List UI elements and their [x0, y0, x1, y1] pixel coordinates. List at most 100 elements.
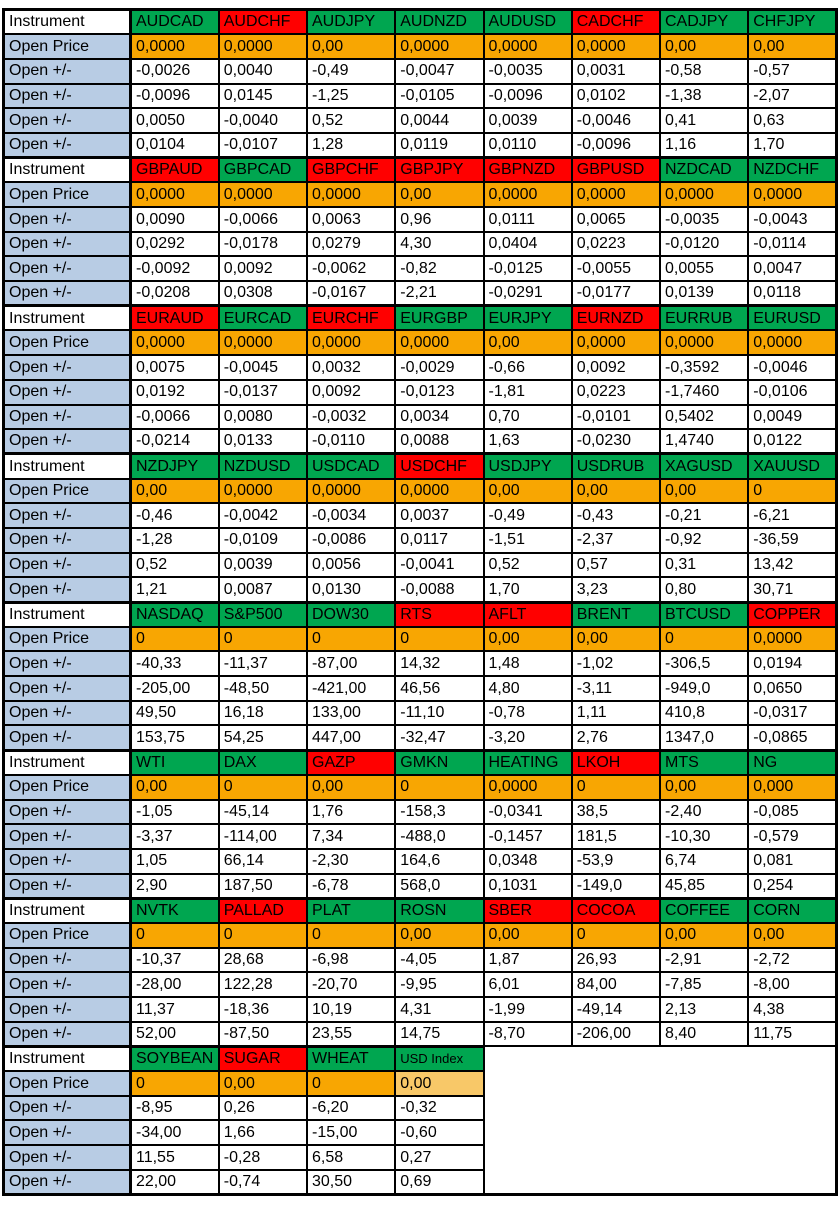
open-change-cell: -0,1457	[482, 823, 573, 850]
open-change-cell: 1,76	[305, 798, 397, 826]
open-price-cell: 0,00	[394, 921, 485, 949]
instrument-name-cell: MTS	[658, 748, 750, 776]
row-label-open-change: Open +/-	[2, 650, 132, 678]
open-change-cell: -0,0101	[570, 403, 662, 431]
open-change-cell: -421,00	[305, 675, 397, 702]
open-change-cell: 0,0292	[129, 230, 220, 258]
open-change-cell: -2,40	[658, 798, 750, 826]
open-change-cell: -0,0096	[570, 131, 662, 159]
open-change-row: Open +/- -0,0208 0,0308 -0,0167 -2,21 -0,0291…	[2, 280, 838, 307]
open-change-cell: 0,0056	[305, 551, 397, 579]
open-change-cell: -0,0865	[747, 724, 838, 752]
row-label-open-change: Open +/-	[2, 551, 132, 579]
instrument-name-cell: RTS	[394, 600, 485, 628]
open-change-cell: -0,0208	[129, 280, 220, 307]
open-change-cell: -53,9	[570, 847, 662, 875]
open-change-cell: 0,41	[658, 107, 750, 134]
open-change-cell: 66,14	[217, 847, 309, 875]
open-change-cell: -36,59	[747, 526, 838, 554]
open-change-cell: -40,33	[129, 650, 220, 678]
open-price-cell: 0	[305, 625, 397, 653]
open-price-cell: 0,0000	[570, 329, 662, 357]
open-change-cell: 0,31	[658, 551, 750, 579]
open-price-cell: 0,00	[658, 477, 750, 505]
open-change-cell: -11,10	[394, 699, 485, 727]
open-change-cell: 52,00	[129, 1020, 220, 1048]
open-change-cell: -2,21	[394, 280, 485, 307]
open-change-cell: -3,37	[129, 823, 220, 850]
open-change-cell: -1,25	[305, 82, 397, 110]
open-change-cell: 1,87	[482, 946, 573, 974]
open-price-cell: 0,0000	[747, 625, 838, 653]
open-change-cell: -87,00	[305, 650, 397, 678]
instrument-header-row: Instrument EURAUD EURCAD EURCHF EURGBP EURJPY…	[2, 304, 838, 332]
open-change-cell: -1,81	[482, 378, 573, 406]
open-change-cell: -48,50	[217, 675, 309, 702]
open-price-cell: 0,0000	[305, 477, 397, 505]
open-change-cell: 46,56	[394, 675, 485, 702]
open-change-cell: 6,74	[658, 847, 750, 875]
open-change-cell: 14,32	[394, 650, 485, 678]
open-change-cell: -49,14	[570, 996, 662, 1023]
row-label-open-change: Open +/-	[2, 1119, 132, 1147]
open-change-cell: -0,60	[394, 1119, 485, 1147]
open-price-cell: 0,0000	[482, 773, 573, 801]
instrument-name-cell: AUDCAD	[129, 8, 220, 36]
open-change-cell: -8,70	[482, 1020, 573, 1048]
instrument-name-cell: AUDJPY	[305, 8, 397, 36]
open-change-cell: 0,80	[658, 576, 750, 603]
open-change-cell: 410,8	[658, 699, 750, 727]
open-change-cell: 11,37	[129, 996, 220, 1023]
open-change-cell: 1,70	[747, 131, 838, 159]
open-price-cell: 0	[394, 625, 485, 653]
instrument-name-cell: EURJPY	[482, 304, 573, 332]
open-change-cell: -0,74	[217, 1168, 309, 1196]
open-price-row: Open Price 0,00 0,0000 0,0000 0,0000 0,00 0,00…	[2, 477, 838, 505]
open-price-cell: 0,00	[658, 773, 750, 801]
row-label-open-price: Open Price	[2, 181, 132, 208]
row-label-instrument: Instrument	[2, 304, 132, 332]
open-change-row: Open +/- -1,28 -0,0109 -0,0086 0,0117 -1,51 -2…	[2, 526, 838, 554]
open-change-cell: 0,0039	[217, 551, 309, 579]
open-change-cell: -28,00	[129, 971, 220, 998]
open-change-row: Open +/- -0,0066 0,0080 -0,0032 0,0034 0,70 -0…	[2, 403, 838, 431]
open-change-cell: 0,52	[129, 551, 220, 579]
open-price-cell: 0	[747, 477, 838, 505]
row-label-open-change: Open +/-	[2, 526, 132, 554]
open-change-cell: 0,0034	[394, 403, 485, 431]
open-price-cell: 0,00	[658, 33, 750, 60]
open-change-cell: 0,0092	[570, 354, 662, 381]
open-change-cell: 1,63	[482, 428, 573, 455]
open-change-cell: 1,28	[305, 131, 397, 159]
open-change-row: Open +/- -0,46 -0,0042 -0,0034 0,0037 -0,49 -0…	[2, 502, 838, 529]
open-change-cell: 0,0118	[747, 280, 838, 307]
open-price-cell: 0,0000	[217, 329, 309, 357]
row-label-instrument: Instrument	[2, 156, 132, 184]
row-label-open-change: Open +/-	[2, 82, 132, 110]
instrument-name-cell: USDJPY	[482, 452, 573, 480]
open-change-row: Open +/- 52,00 -87,50 23,55 14,75 -8,70 -206,0…	[2, 1020, 838, 1048]
open-price-cell: 0,0000	[482, 181, 573, 208]
open-change-cell: -0,0123	[394, 378, 485, 406]
instrument-header-row: Instrument AUDCAD AUDCHF AUDJPY AUDNZD AUDUSD…	[2, 8, 838, 36]
row-label-open-change: Open +/-	[2, 107, 132, 134]
row-label-open-price: Open Price	[2, 1070, 132, 1097]
open-change-cell: -1,51	[482, 526, 573, 554]
open-change-cell: 1,05	[129, 847, 220, 875]
open-change-cell: 4,80	[482, 675, 573, 702]
open-change-cell: -0,0047	[394, 57, 485, 85]
open-change-cell: 0,5402	[658, 403, 750, 431]
open-change-cell: 84,00	[570, 971, 662, 998]
open-change-cell: -0,0032	[305, 403, 397, 431]
open-change-cell: -2,30	[305, 847, 397, 875]
open-change-cell: 0,0088	[394, 428, 485, 455]
row-label-open-change: Open +/-	[2, 699, 132, 727]
open-change-cell: 0,0139	[658, 280, 750, 307]
open-change-cell: 0,0145	[217, 82, 309, 110]
open-change-cell: 0,27	[394, 1144, 485, 1171]
open-change-cell: 0,0102	[570, 82, 662, 110]
open-change-cell: -0,0035	[658, 206, 750, 233]
row-label-open-change: Open +/-	[2, 1094, 132, 1122]
row-label-open-change: Open +/-	[2, 255, 132, 283]
open-change-row: Open +/- 2,90 187,50 -6,78 568,0 0,1031 -149,0…	[2, 872, 838, 900]
